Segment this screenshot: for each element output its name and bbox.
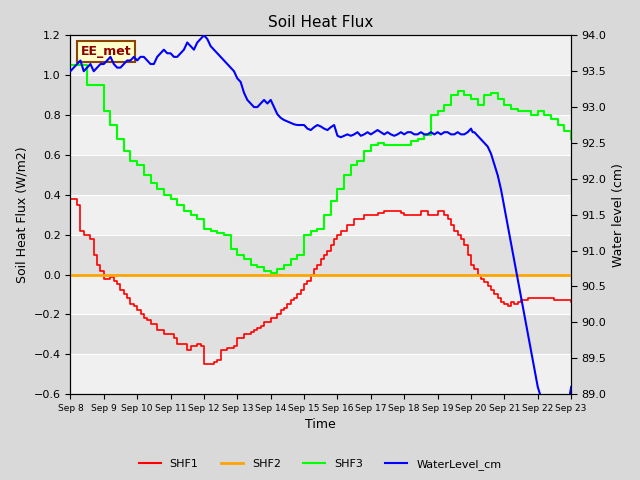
Bar: [70, 115, 571, 155]
Bar: [70, 75, 571, 115]
Y-axis label: Soil Heat Flux (W/m2): Soil Heat Flux (W/m2): [15, 146, 28, 283]
Bar: [70, 354, 571, 394]
SHF3: [508, 106, 515, 112]
WaterLevel_cm: [564, 404, 572, 410]
SHF3: [333, 186, 341, 192]
Text: EE_met: EE_met: [81, 45, 131, 58]
X-axis label: Time: Time: [305, 419, 336, 432]
Line: SHF3: SHF3: [70, 65, 571, 273]
WaterLevel_cm: [407, 129, 415, 135]
SHF1: [374, 210, 381, 216]
SHF3: [494, 96, 502, 102]
Bar: [70, 195, 571, 235]
Legend: SHF1, SHF2, SHF3, WaterLevel_cm: SHF1, SHF2, SHF3, WaterLevel_cm: [134, 455, 506, 474]
Y-axis label: Water level (cm): Water level (cm): [612, 163, 625, 267]
SHF1: [200, 361, 208, 367]
SHF1: [247, 329, 255, 335]
SHF1: [67, 196, 74, 202]
Bar: [70, 275, 571, 314]
Bar: [70, 314, 571, 354]
SHF3: [567, 136, 575, 142]
SHF1: [387, 208, 395, 214]
SHF3: [527, 112, 535, 118]
SHF1: [561, 298, 568, 303]
WaterLevel_cm: [567, 384, 575, 390]
SHF1: [567, 300, 575, 305]
Line: SHF1: SHF1: [70, 199, 571, 364]
Bar: [70, 36, 571, 75]
WaterLevel_cm: [397, 129, 404, 135]
SHF1: [420, 208, 428, 214]
WaterLevel_cm: [243, 97, 251, 103]
WaterLevel_cm: [83, 65, 91, 71]
WaterLevel_cm: [200, 33, 208, 38]
SHF3: [267, 270, 275, 276]
SHF1: [314, 262, 321, 267]
WaterLevel_cm: [67, 68, 74, 74]
Bar: [70, 235, 571, 275]
SHF3: [193, 216, 201, 222]
Bar: [70, 155, 571, 195]
SHF3: [67, 62, 74, 68]
Title: Soil Heat Flux: Soil Heat Flux: [268, 15, 374, 30]
SHF3: [247, 262, 255, 267]
WaterLevel_cm: [193, 40, 201, 46]
Line: WaterLevel_cm: WaterLevel_cm: [70, 36, 571, 407]
WaterLevel_cm: [143, 58, 151, 63]
